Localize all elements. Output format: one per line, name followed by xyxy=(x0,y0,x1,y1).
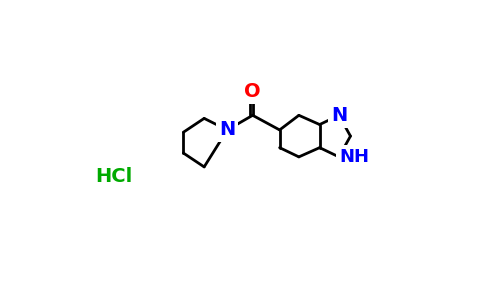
Text: HCl: HCl xyxy=(95,167,133,186)
Text: N: N xyxy=(331,106,347,125)
Text: NH: NH xyxy=(339,148,369,166)
Text: N: N xyxy=(219,120,235,140)
Text: O: O xyxy=(244,82,261,101)
